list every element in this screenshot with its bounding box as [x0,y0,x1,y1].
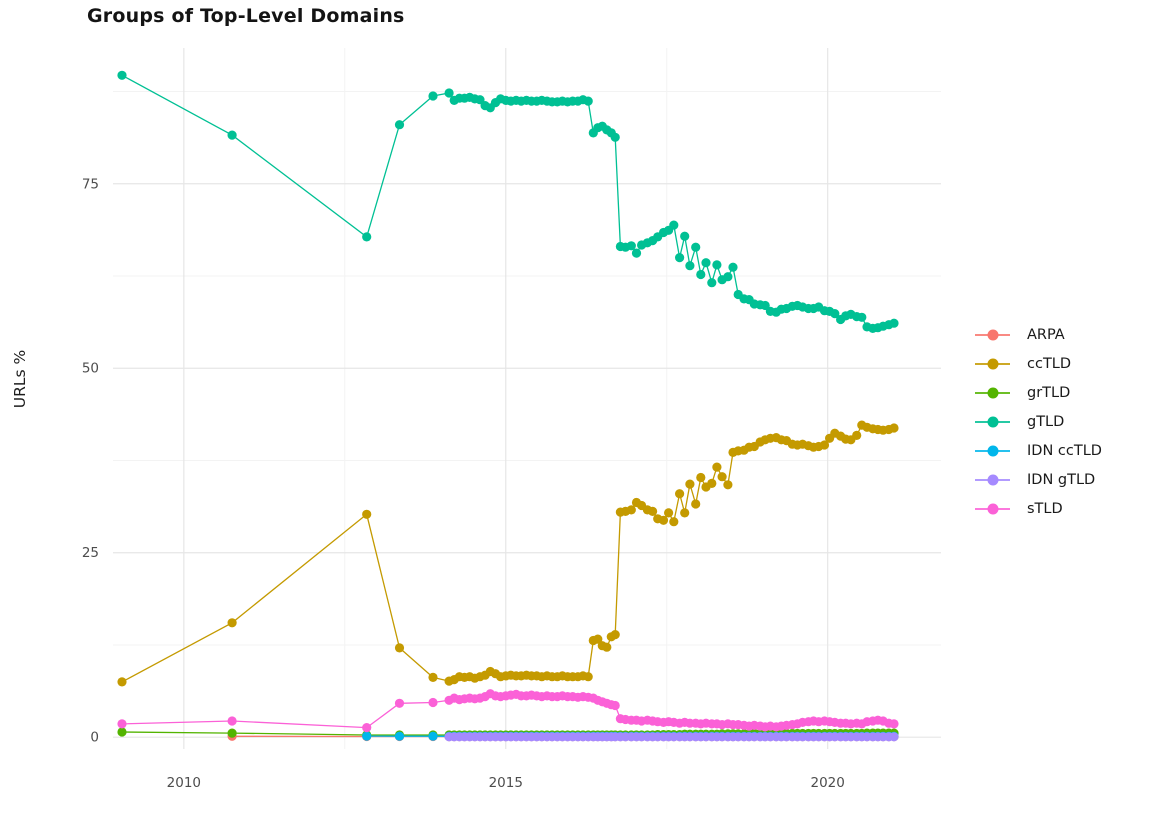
data-point-gtld [723,272,733,282]
data-point-idn-cctld [394,731,405,741]
data-point-cctld [117,677,127,687]
data-point-cctld [889,423,899,433]
data-point-gtld [610,132,620,142]
data-point-cctld [227,618,237,628]
data-point-gtld [760,300,770,311]
data-point-cctld [394,643,405,653]
legend-key-icon [975,386,1010,400]
data-point-gtld [857,312,867,322]
data-point-gtld [583,96,593,106]
data-point-gtld [696,269,706,280]
data-point-cctld [680,508,690,518]
series-line-cctld [121,424,895,683]
y-tick-label: 75 [82,176,99,192]
data-point-cctld [648,506,658,516]
data-point-cctld [712,462,722,472]
y-tick-label: 0 [90,730,99,746]
legend-item-idn-gtld: IDN gTLD [975,465,1102,494]
data-point-idn-gtld [889,732,899,742]
data-point-gtld [444,88,454,98]
data-point-gtld [701,258,711,268]
data-point-cctld [428,672,438,683]
legend-label: grTLD [1027,384,1071,401]
data-point-cctld [675,489,685,499]
data-point-cctld [664,508,674,518]
data-point-stld [117,719,127,729]
legend-key-icon [975,502,1010,516]
data-point-cctld [602,642,612,652]
data-point-stld [889,719,899,729]
data-point-stld [394,698,405,708]
data-point-cctld [610,630,620,640]
data-point-cctld [658,515,669,525]
legend-item-arpa: ARPA [975,320,1102,349]
legend-label: gTLD [1027,413,1065,430]
data-point-gtld [362,232,372,242]
data-point-gtld [428,91,438,101]
legend-key-icon [975,328,1010,342]
data-point-cctld [593,634,603,644]
legend-key-icon [975,444,1010,458]
data-point-gtld [830,309,840,319]
data-point-cctld [685,479,695,489]
legend-item-stld: sTLD [975,494,1102,523]
data-point-cctld [696,472,706,483]
data-point-stld [227,716,237,726]
data-point-gtld [685,261,695,271]
data-point-gtld [394,120,405,130]
legend-label: sTLD [1027,500,1063,517]
x-tick-label: 2020 [811,775,845,791]
data-point-grtld [227,728,237,738]
data-point-cctld [717,472,727,482]
y-tick-label: 25 [82,545,99,561]
legend-item-gtld: gTLD [975,407,1102,436]
x-tick-label: 2010 [167,775,201,791]
series-line-gtld [121,74,895,330]
data-point-gtld [675,253,685,263]
data-point-gtld [680,231,690,241]
data-point-gtld [728,262,738,272]
legend-key-icon [975,473,1010,487]
data-point-gtld [631,248,642,258]
data-point-stld [362,723,372,733]
chart-title: Groups of Top-Level Domains [87,5,405,27]
legend-label: IDN gTLD [1027,471,1096,488]
data-point-stld [428,697,438,708]
data-point-gtld [707,278,717,288]
legend-label: ccTLD [1027,355,1072,372]
legend-item-idn-cctld: IDN ccTLD [975,436,1102,465]
data-point-idn-cctld [362,731,372,741]
data-point-gtld [626,241,636,251]
data-point-gtld [712,260,722,270]
data-point-cctld [819,440,830,450]
legend: ARPA ccTLD grTLD gTLD IDN ccTLD IDN gTLD sTLD [975,320,1102,523]
data-point-cctld [723,480,733,490]
data-point-cctld [707,478,717,488]
data-point-gtld [227,130,237,140]
data-point-gtld [117,70,127,80]
data-point-idn-cctld [428,731,438,741]
y-tick-label: 50 [82,361,99,377]
data-point-grtld [117,727,127,737]
legend-label: ARPA [1027,326,1065,343]
data-point-cctld [626,505,636,515]
legend-key-icon [975,415,1010,429]
data-point-cctld [852,430,862,440]
data-point-gtld [669,220,679,230]
data-point-cctld [362,509,372,519]
legend-item-grtld: grTLD [975,378,1102,407]
data-point-gtld [889,318,899,328]
legend-label: IDN ccTLD [1027,442,1102,459]
data-point-cctld [583,672,593,682]
legend-item-cctld: ccTLD [975,349,1102,378]
data-point-cctld [669,517,679,527]
x-tick-label: 2015 [489,775,523,791]
data-point-cctld [691,499,701,509]
data-point-gtld [691,242,701,252]
data-point-stld [610,700,620,711]
legend-key-icon [975,357,1010,371]
